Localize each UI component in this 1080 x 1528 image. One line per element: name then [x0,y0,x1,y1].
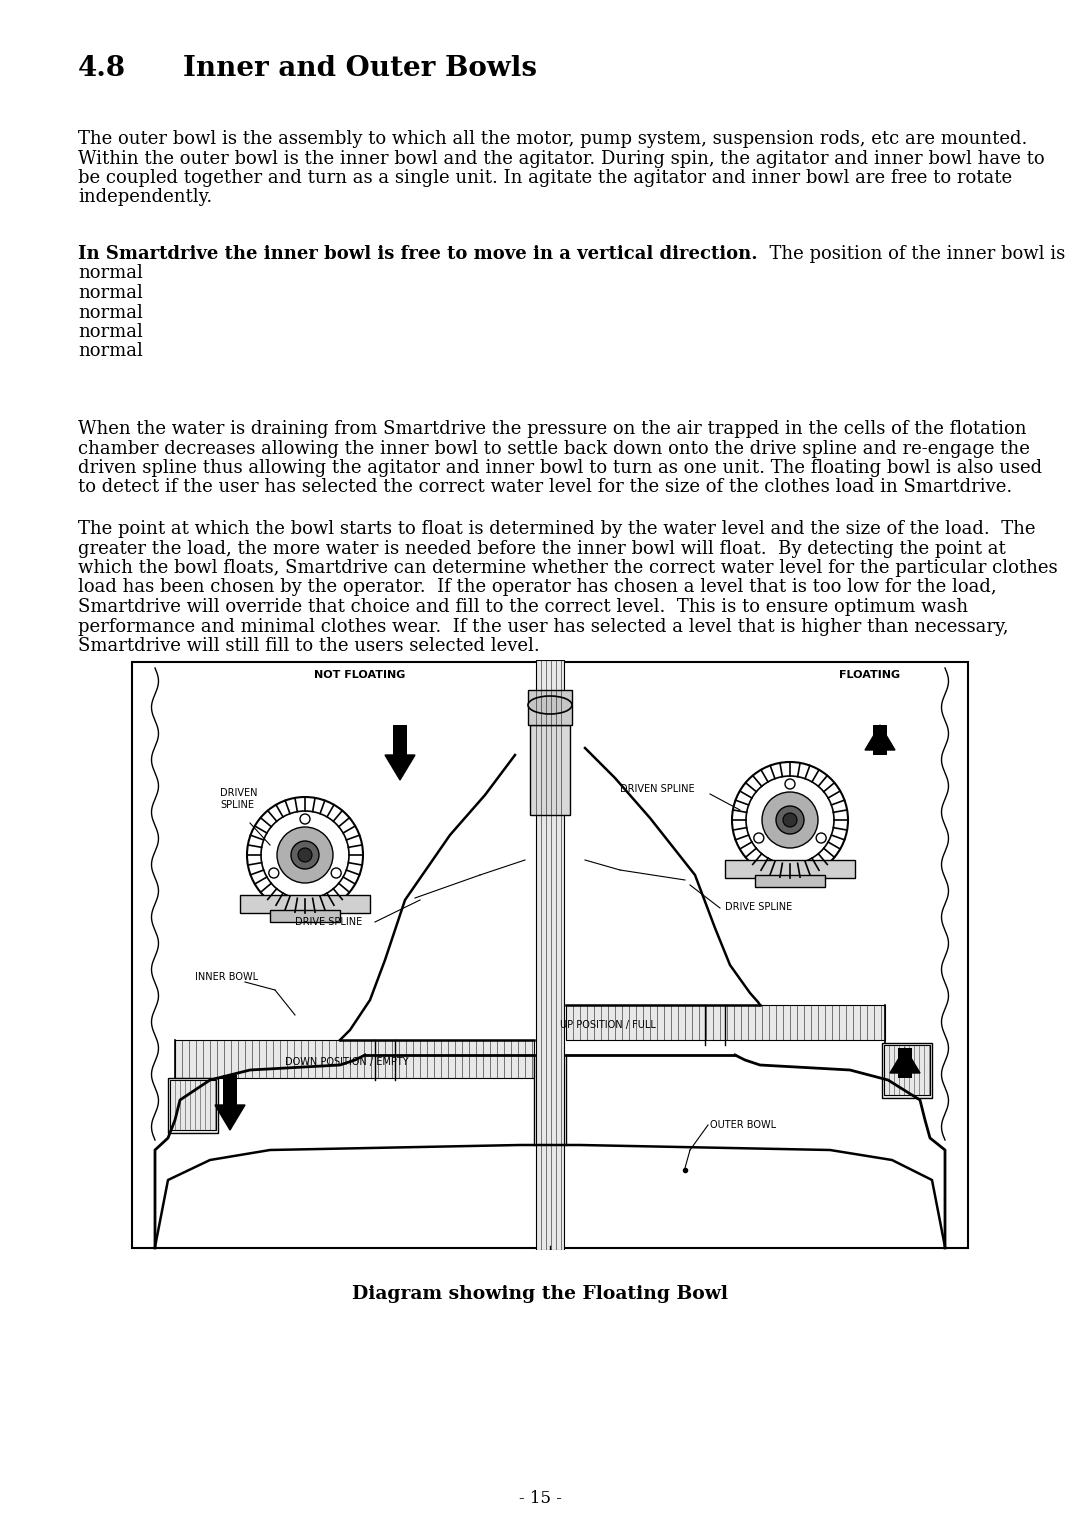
Text: DRIVE SPLINE: DRIVE SPLINE [295,917,362,927]
Text: which the bowl floats, Smartdrive can determine whether the correct water level : which the bowl floats, Smartdrive can de… [78,559,1057,578]
Text: DOWN POSITION / EMPTY: DOWN POSITION / EMPTY [285,1057,408,1067]
Bar [530,724,570,814]
Bar [175,1041,534,1077]
Bar [170,1080,216,1131]
Text: chamber decreases allowing the inner bowl to settle back down onto the drive spl: chamber decreases allowing the inner bow… [78,440,1030,457]
Circle shape [291,840,319,869]
Bar [882,1044,932,1099]
Bar [270,911,340,921]
Text: be coupled together and turn as a single unit. In agitate the agitator and inner: be coupled together and turn as a single… [78,170,1012,186]
Bar [885,1045,930,1096]
Circle shape [816,833,826,843]
Polygon shape [890,1048,920,1073]
Circle shape [754,833,764,843]
Text: to detect if the user has selected the correct water level for the size of the c: to detect if the user has selected the c… [78,478,1012,497]
Bar [536,660,564,1250]
Text: DRIVEN SPLINE: DRIVEN SPLINE [620,784,694,795]
Text: normal: normal [78,284,143,303]
Polygon shape [384,755,415,779]
Text: 4.8: 4.8 [78,55,126,83]
Text: INNER BOWL: INNER BOWL [195,972,258,983]
Text: independently.: independently. [78,188,213,206]
Bar [566,1005,885,1041]
Text: greater the load, the more water is needed before the inner bowl will float.  By: greater the load, the more water is need… [78,539,1005,558]
Text: FLOATING: FLOATING [839,669,901,680]
Bar [393,724,407,755]
Text: The outer bowl is the assembly to which all the motor, pump system, suspension r: The outer bowl is the assembly to which … [78,130,1027,148]
Circle shape [777,805,804,834]
Text: Diagram showing the Floating Bowl: Diagram showing the Floating Bowl [352,1285,728,1303]
Bar [528,691,572,724]
Text: Smartdrive will still fill to the users selected level.: Smartdrive will still fill to the users … [78,637,540,656]
Text: normal: normal [78,322,143,341]
Text: driven spline thus allowing the agitator and inner bowl to turn as one unit. The: driven spline thus allowing the agitator… [78,458,1042,477]
Circle shape [332,868,341,879]
Text: - 15 -: - 15 - [518,1490,562,1507]
Circle shape [276,827,333,883]
Bar [168,1077,218,1132]
Text: performance and minimal clothes wear.  If the user has selected a level that is : performance and minimal clothes wear. If… [78,617,1009,636]
Text: The point at which the bowl starts to float is determined by the water level and: The point at which the bowl starts to fl… [78,520,1036,538]
Bar [755,876,825,886]
Polygon shape [215,1105,245,1131]
Text: load has been chosen by the operator.  If the operator has chosen a level that i: load has been chosen by the operator. If… [78,579,997,596]
Circle shape [785,779,795,788]
Text: The position of the inner bowl is: The position of the inner bowl is [758,244,1065,263]
Bar [240,895,370,914]
Circle shape [298,848,312,862]
Circle shape [783,813,797,827]
Text: Smartdrive will override that choice and fill to the correct level.  This is to : Smartdrive will override that choice and… [78,597,968,616]
Text: Within the outer bowl is the inner bowl and the agitator. During spin, the agita: Within the outer bowl is the inner bowl … [78,150,1044,168]
Text: DRIVE SPLINE: DRIVE SPLINE [725,902,793,912]
Bar [897,1048,912,1077]
Text: In Smartdrive the inner bowl is free to move in a vertical direction.: In Smartdrive the inner bowl is free to … [78,244,758,263]
Text: DRIVEN
SPLINE: DRIVEN SPLINE [220,787,257,810]
Text: Inner and Outer Bowls: Inner and Outer Bowls [183,55,537,83]
Polygon shape [865,724,895,750]
Bar [873,724,887,755]
Circle shape [762,792,818,848]
Text: normal: normal [78,342,143,361]
Text: UP POSITION / FULL: UP POSITION / FULL [561,1021,656,1030]
Circle shape [300,814,310,824]
Bar [725,860,855,879]
Text: OUTER BOWL: OUTER BOWL [710,1120,777,1131]
Text: normal: normal [78,304,143,321]
Text: When the water is draining from Smartdrive the pressure on the air trapped in th: When the water is draining from Smartdri… [78,420,1026,439]
Text: NOT FLOATING: NOT FLOATING [314,669,406,680]
Circle shape [269,868,279,879]
Text: normal: normal [78,264,143,283]
Bar [222,1076,237,1105]
Ellipse shape [528,695,572,714]
